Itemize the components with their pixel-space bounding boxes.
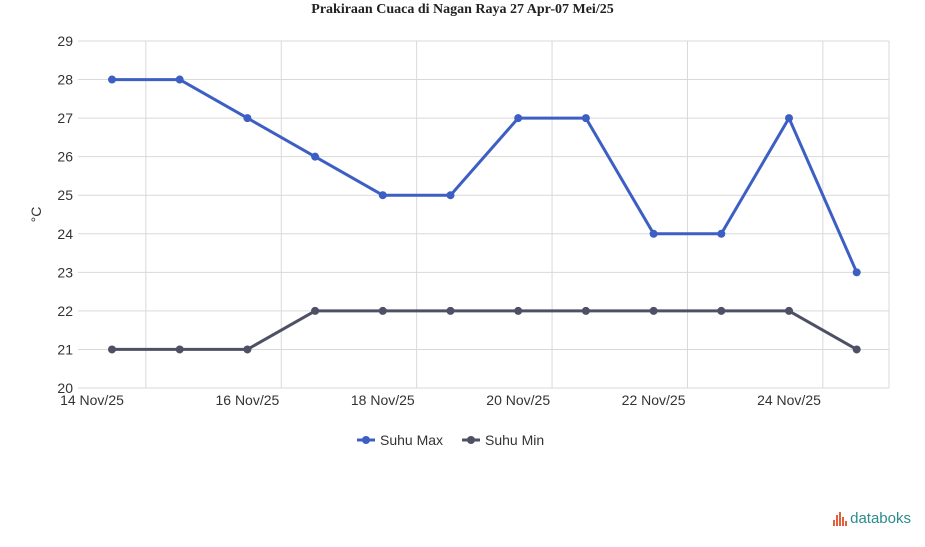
y-axis-label: °C bbox=[28, 207, 44, 223]
brand-name: databoks bbox=[850, 510, 911, 527]
x-tick-label: 18 Nov/25 bbox=[351, 392, 415, 408]
y-tick-label: 29 bbox=[57, 33, 73, 49]
data-point bbox=[717, 229, 726, 238]
data-point bbox=[785, 114, 793, 123]
data-point bbox=[378, 191, 387, 200]
axis-layer: 20 21 22 23 24 25 26 27 28 29 14 Nov/25 16 Nov/25 18… bbox=[28, 33, 821, 408]
data-point bbox=[649, 229, 658, 238]
legend-marker bbox=[362, 436, 370, 444]
data-point bbox=[311, 152, 320, 161]
x-tick-label: 24 Nov/25 bbox=[757, 392, 821, 408]
data-point bbox=[378, 306, 387, 315]
data-point bbox=[717, 306, 726, 315]
legend-item[interactable]: Suhu Max bbox=[357, 432, 443, 448]
data-point bbox=[446, 306, 455, 315]
data-point bbox=[785, 306, 793, 315]
legend-item[interactable]: Suhu Min bbox=[462, 432, 544, 448]
data-point bbox=[581, 306, 590, 315]
x-tick-label: 22 Nov/25 bbox=[622, 392, 686, 408]
data-point bbox=[581, 114, 590, 123]
y-tick-label: 24 bbox=[57, 226, 73, 242]
chart-title: Prakiraan Cuaca di Nagan Raya 27 Apr-07 … bbox=[311, 2, 614, 17]
brand-logo: databoks bbox=[833, 510, 911, 527]
series-layer bbox=[108, 75, 861, 354]
data-point bbox=[108, 345, 116, 354]
grid-layer bbox=[78, 40, 890, 389]
data-point bbox=[446, 191, 455, 200]
y-tick-label: 22 bbox=[57, 303, 73, 319]
data-point bbox=[649, 306, 658, 315]
legend-marker bbox=[467, 436, 475, 444]
data-point bbox=[514, 114, 523, 123]
x-tick-label: 20 Nov/25 bbox=[486, 392, 550, 408]
y-tick-label: 21 bbox=[57, 341, 73, 357]
data-point bbox=[243, 114, 252, 123]
series-line-2 bbox=[112, 309, 858, 351]
y-tick-label: 26 bbox=[57, 149, 73, 165]
legend-label: Suhu Min bbox=[485, 432, 544, 448]
data-point bbox=[514, 306, 523, 315]
data-point bbox=[175, 345, 184, 354]
data-point bbox=[175, 75, 184, 84]
y-tick-label: 20 bbox=[57, 380, 73, 396]
databoks-logo-icon bbox=[833, 511, 848, 526]
x-tick-label: 14 Nov/25 bbox=[60, 392, 124, 408]
data-point bbox=[108, 75, 116, 84]
y-tick-label: 23 bbox=[57, 264, 73, 280]
data-point bbox=[243, 345, 252, 354]
series-line-1 bbox=[112, 78, 859, 273]
legend[interactable]: Suhu Max Suhu Min bbox=[357, 432, 544, 448]
y-tick-label: 27 bbox=[57, 110, 73, 126]
data-point bbox=[311, 306, 320, 315]
y-tick-label: 25 bbox=[57, 187, 73, 203]
legend-label: Suhu Max bbox=[380, 432, 443, 448]
data-point bbox=[852, 345, 861, 354]
y-tick-label: 28 bbox=[57, 72, 73, 88]
data-point bbox=[852, 268, 861, 277]
x-tick-label: 16 Nov/25 bbox=[215, 392, 279, 408]
